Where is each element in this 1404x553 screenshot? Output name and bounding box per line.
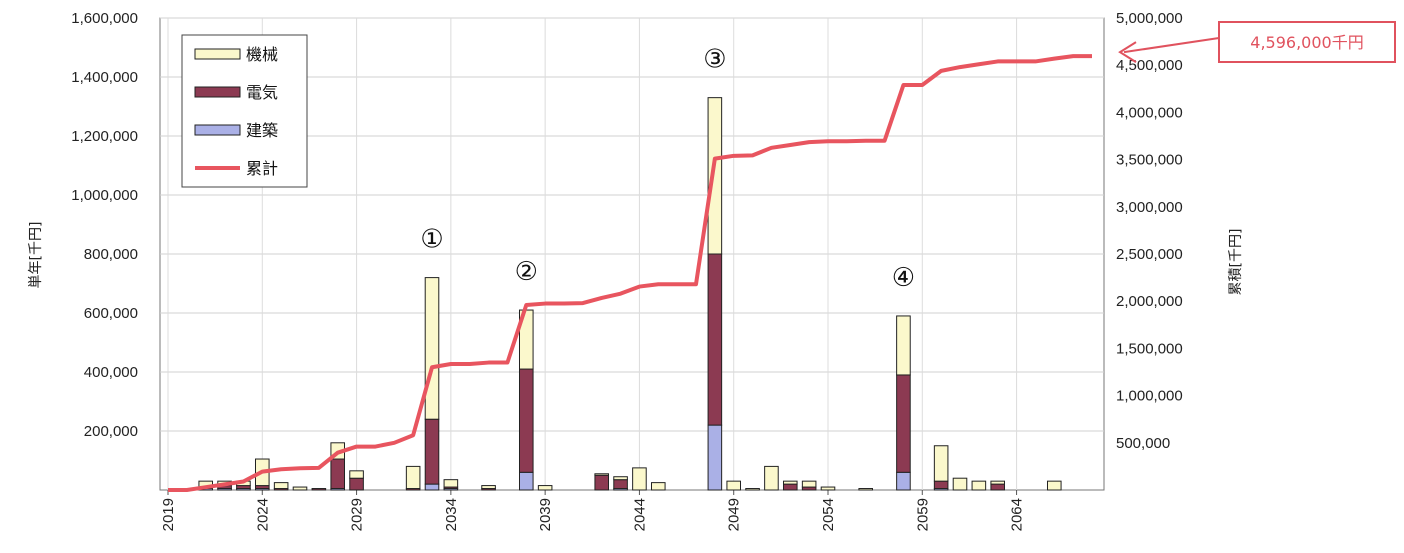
bar-segment (273, 482, 289, 490)
y2-tick-label: 5,000,000 (1116, 10, 1183, 27)
annotation-marker: ④ (892, 263, 915, 293)
y-tick-label: 400,000 (84, 364, 138, 381)
bar-segment (990, 483, 1006, 491)
x-tick-label: 2064 (1009, 498, 1026, 531)
right-axis: 5,000,000 4,500,000 4,000,000 3,500,000 3,00… (1116, 10, 1183, 452)
annotations: ① ② ③ ④ (420, 45, 915, 293)
bar-segment (594, 473, 610, 476)
y2-tick-label: 2,000,000 (1116, 293, 1183, 310)
x-tick-label: 2049 (726, 498, 743, 531)
bar-segment (424, 483, 440, 491)
bar-segment (782, 480, 798, 485)
legend-swatch (194, 86, 241, 98)
bar-segment (820, 486, 836, 491)
bar-segment (896, 374, 911, 473)
y-tick-label: 800,000 (84, 246, 138, 263)
cumulative-series-line (168, 54, 1092, 492)
bar-segment (424, 418, 440, 485)
bar-segment (1046, 480, 1062, 491)
legend-label: 電気 (246, 83, 278, 102)
y2-tick-label: 4,500,000 (1116, 57, 1183, 74)
bar-segment (801, 480, 817, 488)
x-axis: 2019 2024 2029 2034 2039 2044 2049 2054 2059 2064 (160, 490, 1026, 531)
x-tick-label: 2019 (160, 498, 177, 531)
left-axis: 1,600,000 1,400,000 1,200,000 1,000,000 800,… (71, 10, 138, 440)
bar-segment (613, 476, 628, 481)
bar-segment (707, 424, 723, 491)
bar-segment (764, 465, 779, 491)
bar-segment (650, 482, 666, 491)
bar-segment (613, 479, 628, 490)
y2-tick-label: 1,000,000 (1116, 388, 1183, 405)
bar-segment (896, 471, 911, 491)
bar-segment (782, 483, 798, 491)
y2-tick-label: 3,000,000 (1116, 199, 1183, 216)
bar-segment (707, 97, 723, 255)
bar-segment (481, 485, 496, 490)
y-tick-label: 600,000 (84, 305, 138, 322)
y2-tick-label: 3,500,000 (1116, 152, 1183, 169)
y2-axis-title: 累積[千円] (1228, 229, 1244, 296)
bar-segment (632, 467, 647, 491)
x-tick-label: 2024 (254, 498, 271, 531)
bar-segment (330, 458, 346, 490)
bar-segment (952, 477, 968, 491)
bar-segment (933, 480, 949, 490)
x-tick-label: 2044 (631, 498, 648, 531)
annotation-marker: ① (420, 225, 443, 255)
y-tick-label: 1,600,000 (71, 10, 138, 27)
callout-arrow-line (1123, 37, 1220, 54)
legend-label: 累計 (246, 159, 278, 178)
x-tick-label: 2054 (820, 498, 837, 531)
bars (198, 97, 1062, 491)
x-tick-label: 2039 (537, 498, 554, 531)
cumulative-line (168, 54, 1092, 492)
legend-box (181, 34, 308, 188)
bar-segment (311, 488, 327, 491)
bar-segment (933, 445, 949, 482)
callout-arrow-head (1118, 41, 1137, 63)
callout-text: 4,596,000千円 (1250, 33, 1363, 52)
bar-segment (518, 471, 534, 491)
bar-segment (424, 277, 440, 420)
x-tick-label: 2034 (443, 498, 460, 531)
bar-segment (896, 315, 911, 376)
y-tick-label: 1,200,000 (71, 128, 138, 145)
bar-segment (292, 486, 308, 491)
y-tick-label: 1,400,000 (71, 69, 138, 86)
bar-segment (971, 480, 987, 491)
bar-segment (726, 480, 742, 491)
y2-tick-label: 1,500,000 (1116, 340, 1183, 357)
legend-swatch (194, 124, 241, 136)
bar-segment (518, 368, 534, 473)
callout-box (1218, 21, 1396, 63)
bar-segment (990, 480, 1006, 485)
bar-segment (349, 477, 364, 491)
bar-segment (443, 479, 459, 488)
callout: 4,596,000千円 (1118, 21, 1396, 63)
y-tick-label: 1,000,000 (71, 187, 138, 204)
bar-segment (405, 465, 421, 490)
bar-segment (858, 488, 874, 491)
x-tick-label: 2059 (914, 498, 931, 531)
bar-segment (594, 474, 610, 491)
bar-segment (349, 470, 364, 479)
legend-label: 機械 (246, 45, 278, 64)
x-tick-label: 2029 (349, 498, 366, 531)
legend-swatch (194, 48, 241, 60)
y2-tick-label: 500,000 (1116, 435, 1170, 452)
annotation-marker: ③ (703, 45, 726, 75)
legend-label: 建築 (246, 121, 278, 140)
y-tick-label: 200,000 (84, 423, 138, 440)
bar-segment (537, 485, 553, 491)
bar-segment (745, 488, 760, 491)
annotation-marker: ② (515, 257, 538, 287)
y-axis-title: 単年[千円] (28, 222, 44, 289)
y2-tick-label: 2,500,000 (1116, 246, 1183, 263)
y2-tick-label: 4,000,000 (1116, 104, 1183, 121)
bar-segment (707, 253, 723, 426)
